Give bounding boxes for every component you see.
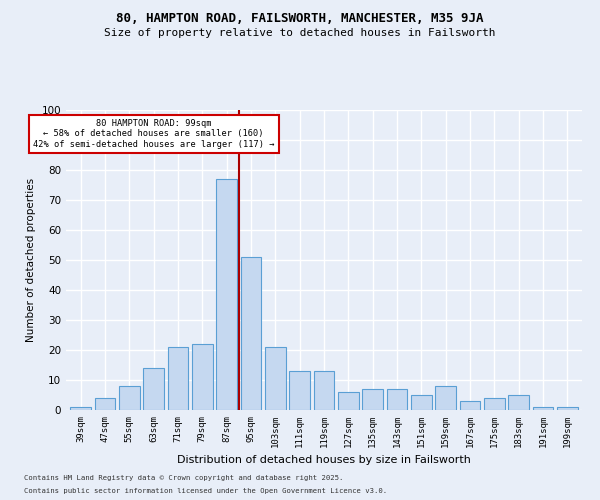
Bar: [70, 407, 91, 410]
Bar: [533, 407, 553, 410]
Text: 80 HAMPTON ROAD: 99sqm
← 58% of detached houses are smaller (160)
42% of semi-de: 80 HAMPTON ROAD: 99sqm ← 58% of detached…: [33, 119, 274, 149]
Bar: [119, 386, 140, 410]
Bar: [508, 395, 529, 410]
Text: Size of property relative to detached houses in Failsworth: Size of property relative to detached ho…: [104, 28, 496, 38]
Text: Contains public sector information licensed under the Open Government Licence v3: Contains public sector information licen…: [24, 488, 387, 494]
Bar: [460, 401, 481, 410]
Bar: [362, 389, 383, 410]
Bar: [216, 179, 237, 410]
Bar: [192, 344, 212, 410]
Y-axis label: Number of detached properties: Number of detached properties: [26, 178, 36, 342]
Bar: [167, 347, 188, 410]
Bar: [557, 407, 578, 410]
Text: 80, HAMPTON ROAD, FAILSWORTH, MANCHESTER, M35 9JA: 80, HAMPTON ROAD, FAILSWORTH, MANCHESTER…: [116, 12, 484, 26]
X-axis label: Distribution of detached houses by size in Failsworth: Distribution of detached houses by size …: [177, 456, 471, 466]
Bar: [143, 368, 164, 410]
Bar: [314, 371, 334, 410]
Bar: [484, 398, 505, 410]
Bar: [386, 389, 407, 410]
Bar: [241, 257, 262, 410]
Bar: [411, 395, 432, 410]
Bar: [436, 386, 456, 410]
Bar: [289, 371, 310, 410]
Text: Contains HM Land Registry data © Crown copyright and database right 2025.: Contains HM Land Registry data © Crown c…: [24, 475, 343, 481]
Bar: [338, 392, 359, 410]
Bar: [95, 398, 115, 410]
Bar: [265, 347, 286, 410]
